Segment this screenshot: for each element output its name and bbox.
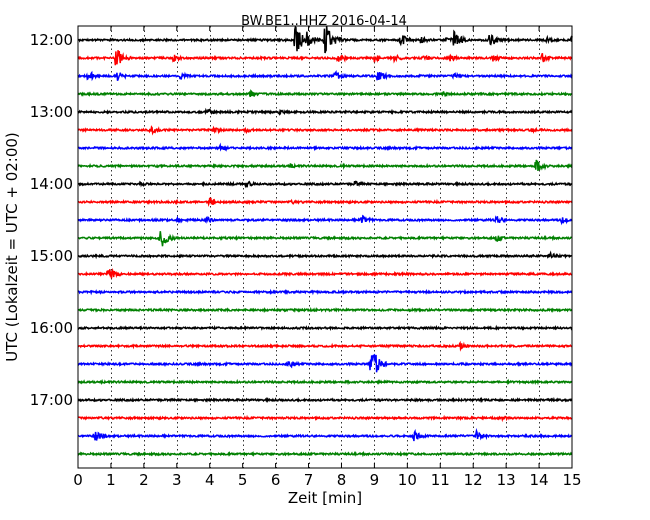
x-tick-label: 6 [271, 471, 281, 489]
trace-1645 [77, 378, 573, 386]
chart-title: BW.BE1..HHZ 2016-04-14 [241, 14, 407, 29]
trace-1215 [77, 50, 573, 66]
trace-1600 [77, 324, 573, 332]
trace-1330 [77, 142, 573, 152]
x-tick-label: 15 [562, 471, 581, 489]
trace-1715 [77, 414, 573, 423]
x-axis-label: Zeit [min] [288, 489, 362, 507]
x-tick-label: 13 [497, 471, 516, 489]
trace-1545 [77, 306, 573, 314]
x-tick-label: 9 [370, 471, 380, 489]
trace-1700 [77, 396, 573, 404]
trace-1630 [77, 353, 573, 373]
y-tick-label: 17:00 [30, 391, 73, 409]
x-tick-label: 8 [337, 471, 347, 489]
x-tick-label: 3 [172, 471, 182, 489]
trace-1230 [77, 70, 573, 82]
trace-1315 [77, 125, 573, 136]
trace-1200 [77, 25, 573, 54]
y-axis-label: UTC (Lokalzeit = UTC + 02:00) [3, 132, 21, 362]
x-axis: 0 1 2 3 4 5 6 7 8 9 10 11 12 13 14 15 [73, 26, 582, 489]
trace-1345 [77, 159, 573, 172]
vertical-grid [111, 26, 540, 468]
x-tick-label: 2 [139, 471, 149, 489]
x-tick-label: 14 [530, 471, 549, 489]
trace-1430 [77, 214, 573, 226]
trace-group [77, 25, 573, 458]
trace-1730 [77, 427, 573, 442]
x-tick-label: 12 [464, 471, 483, 489]
y-tick-label: 13:00 [30, 103, 73, 121]
trace-1415 [77, 197, 573, 207]
trace-1515 [77, 267, 573, 279]
trace-1400 [77, 180, 573, 189]
y-tick-label: 15:00 [30, 247, 73, 265]
x-tick-label: 10 [398, 471, 417, 489]
x-tick-label: 0 [73, 471, 83, 489]
x-tick-label: 4 [205, 471, 215, 489]
trace-1300 [77, 107, 573, 116]
x-tick-label: 1 [106, 471, 116, 489]
trace-1500 [77, 250, 573, 260]
y-axis: 12:00 13:00 14:00 15:00 16:00 17:00 [30, 31, 572, 409]
trace-1445 [77, 231, 573, 247]
trace-1530 [77, 288, 573, 296]
trace-1745 [77, 450, 573, 458]
plot-frame [77, 25, 573, 469]
x-tick-label: 11 [431, 471, 450, 489]
trace-1615 [77, 340, 573, 352]
y-tick-label: 16:00 [30, 319, 73, 337]
y-tick-label: 12:00 [30, 31, 73, 49]
x-tick-label: 5 [238, 471, 248, 489]
trace-1245 [77, 89, 573, 98]
y-tick-label: 14:00 [30, 175, 73, 193]
x-tick-label: 7 [304, 471, 314, 489]
